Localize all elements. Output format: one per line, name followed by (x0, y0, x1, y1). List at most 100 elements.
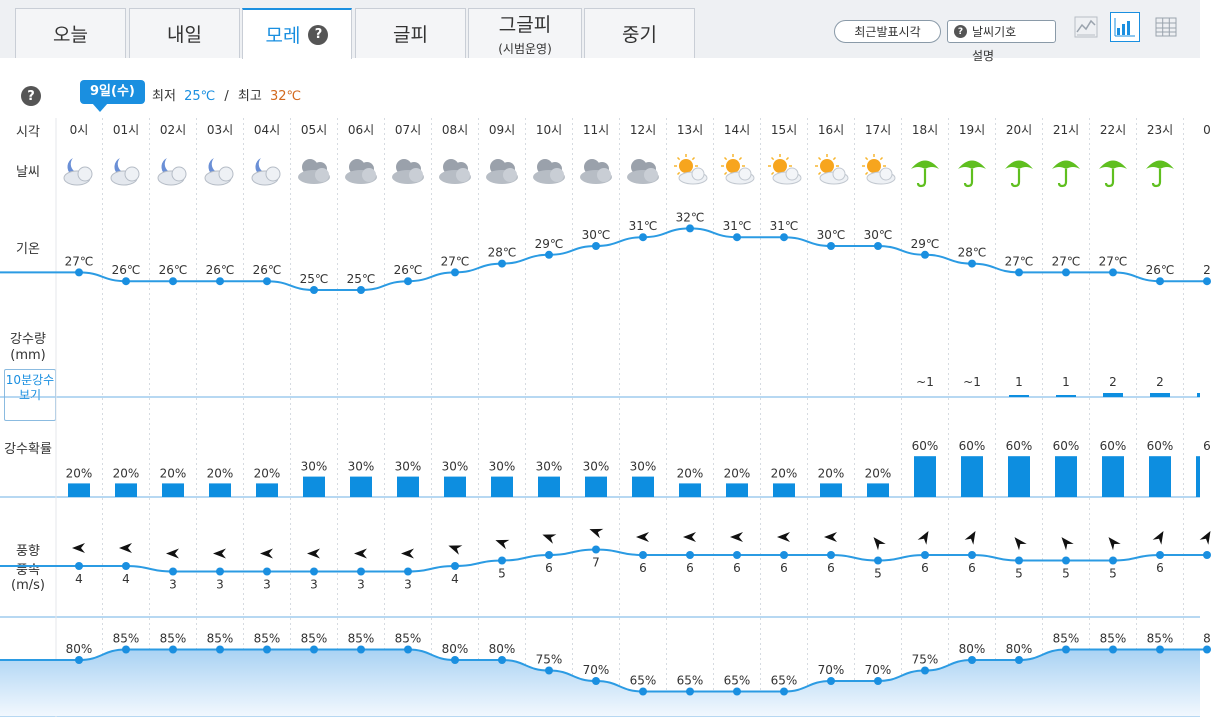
sun-ray (864, 156, 869, 161)
wind-speed-point (1203, 551, 1211, 559)
wind-speed-label: 5 (498, 567, 506, 581)
temperature-point (545, 250, 553, 259)
precip-prob-label: 20% (724, 466, 751, 480)
rain-umbrella-icon (1052, 160, 1080, 188)
umbrella-canopy (1005, 160, 1033, 169)
temperature-point (122, 277, 130, 286)
cloud-shape (772, 171, 802, 185)
wind-speed-label: 3 (263, 578, 271, 592)
humidity-label: 80% (1006, 642, 1033, 656)
wind-speed-label: 5 (1062, 567, 1070, 581)
precip-label: 2 (1109, 375, 1117, 389)
ten-minute-precip-button[interactable]: 10분강수보기 (4, 369, 56, 421)
precip-prob-bar (491, 476, 513, 497)
wind-speed-label: 5 (1109, 567, 1117, 581)
humidity-label: 85% (160, 632, 187, 646)
tab-3-days-later[interactable]: 글피 (355, 8, 466, 58)
date-badge: 9일(수) (80, 80, 145, 112)
humidity-label: 80% (66, 642, 93, 656)
hour-label: 19시 (959, 123, 985, 137)
tab-today[interactable]: 오늘 (15, 8, 126, 58)
precip-label: ~1 (963, 375, 981, 389)
help-icon[interactable]: ? (308, 24, 329, 45)
weather-symbol-button[interactable]: ? 날씨기호 (947, 20, 1056, 43)
wind-direction-arrow (1199, 530, 1211, 545)
sun-ray (676, 171, 681, 176)
night-partly-cloudy-icon (157, 158, 187, 186)
cloud-shape (251, 170, 279, 186)
tab-tomorrow[interactable]: 내일 (129, 8, 240, 58)
wind-speed-point (874, 556, 882, 565)
precip-prob-bar (914, 456, 936, 497)
tab-day-after-tomorrow[interactable]: 모레? (242, 8, 352, 59)
help-icon: ? (954, 25, 967, 38)
umbrella-handle (1104, 169, 1115, 188)
umbrella-handle (1151, 169, 1162, 188)
humidity-label: 80% (959, 642, 986, 656)
recent-release-button[interactable]: 최근발표시각 (834, 20, 941, 43)
precip-prob-bar (1055, 456, 1077, 497)
temperature-label: 31℃ (723, 219, 752, 233)
tab-label: 그글피 (498, 14, 552, 36)
humidity-label: 70% (818, 663, 845, 677)
cloud-shape (738, 167, 752, 181)
bar-chart-view-icon[interactable] (1110, 12, 1140, 42)
hour-label: 15시 (771, 123, 797, 137)
wind-speed-line (0, 548, 1207, 573)
cloudy-icon (439, 159, 471, 184)
wind-speed-point (1062, 556, 1070, 565)
tab-mid-term[interactable]: 중기 (584, 8, 695, 58)
wind-speed-point (639, 551, 647, 559)
help-icon[interactable]: ? (21, 86, 41, 106)
umbrella-canopy (1146, 160, 1174, 169)
table-view-icon[interactable] (1151, 12, 1181, 42)
cloud-shape (443, 159, 459, 175)
precip-prob-row-label: 강수확률 (4, 442, 52, 457)
temperature-label: 31℃ (629, 219, 658, 233)
cloud-shape (409, 168, 423, 182)
wind-speed-point (1156, 551, 1164, 559)
precip-prob-bar (162, 483, 184, 497)
precip-bar (1103, 393, 1123, 397)
cloudy-icon (345, 159, 377, 184)
moon-shape (67, 158, 87, 177)
rain-umbrella-icon (911, 160, 939, 188)
precip-prob-label: 30% (630, 460, 657, 474)
wind-speed-point (216, 567, 224, 576)
precip-prob-label: 60% (1053, 439, 1080, 453)
moon-shape (208, 158, 228, 177)
temperature-label: 27℃ (1052, 254, 1081, 268)
wind-speed-point (827, 551, 835, 559)
wind-speed-point (1109, 556, 1117, 565)
precip-prob-bar (1149, 456, 1171, 497)
cloud-shape (597, 168, 611, 182)
humidity-point (733, 687, 741, 696)
wind-speed-point (263, 567, 271, 576)
temperature-point (639, 233, 647, 242)
temperature-point (874, 242, 882, 250)
humidity-label: 85% (301, 632, 328, 646)
umbrella-handle (1057, 169, 1068, 188)
sun-ray (691, 171, 696, 176)
temperature-point (357, 286, 365, 294)
cloud-shape (407, 162, 421, 176)
temperature-label: 26℃ (253, 263, 282, 277)
wind-direction-arrow (1152, 530, 1164, 545)
precip-prob-bar (679, 483, 701, 497)
cloudy-icon (298, 159, 330, 184)
umbrella-canopy (1052, 160, 1080, 169)
precip-prob-bar (867, 483, 889, 497)
sun-ray (676, 156, 681, 161)
cloud-shape (725, 171, 755, 185)
humidity-label: 85% (207, 632, 234, 646)
cloud-shape (819, 171, 849, 185)
rain-umbrella-icon (1005, 160, 1033, 188)
wind-speed-row-label: 풍속 (16, 563, 40, 578)
hour-label: 13시 (677, 123, 703, 137)
line-chart-view-icon[interactable] (1071, 12, 1101, 42)
sun-ray (723, 156, 728, 161)
tab-4-days-later[interactable]: 그글피 (시범운영) (468, 8, 582, 58)
temperature-label: 2 (1203, 263, 1211, 277)
rain-umbrella-icon (1146, 160, 1174, 188)
max-temp-value: 32℃ (269, 89, 302, 104)
